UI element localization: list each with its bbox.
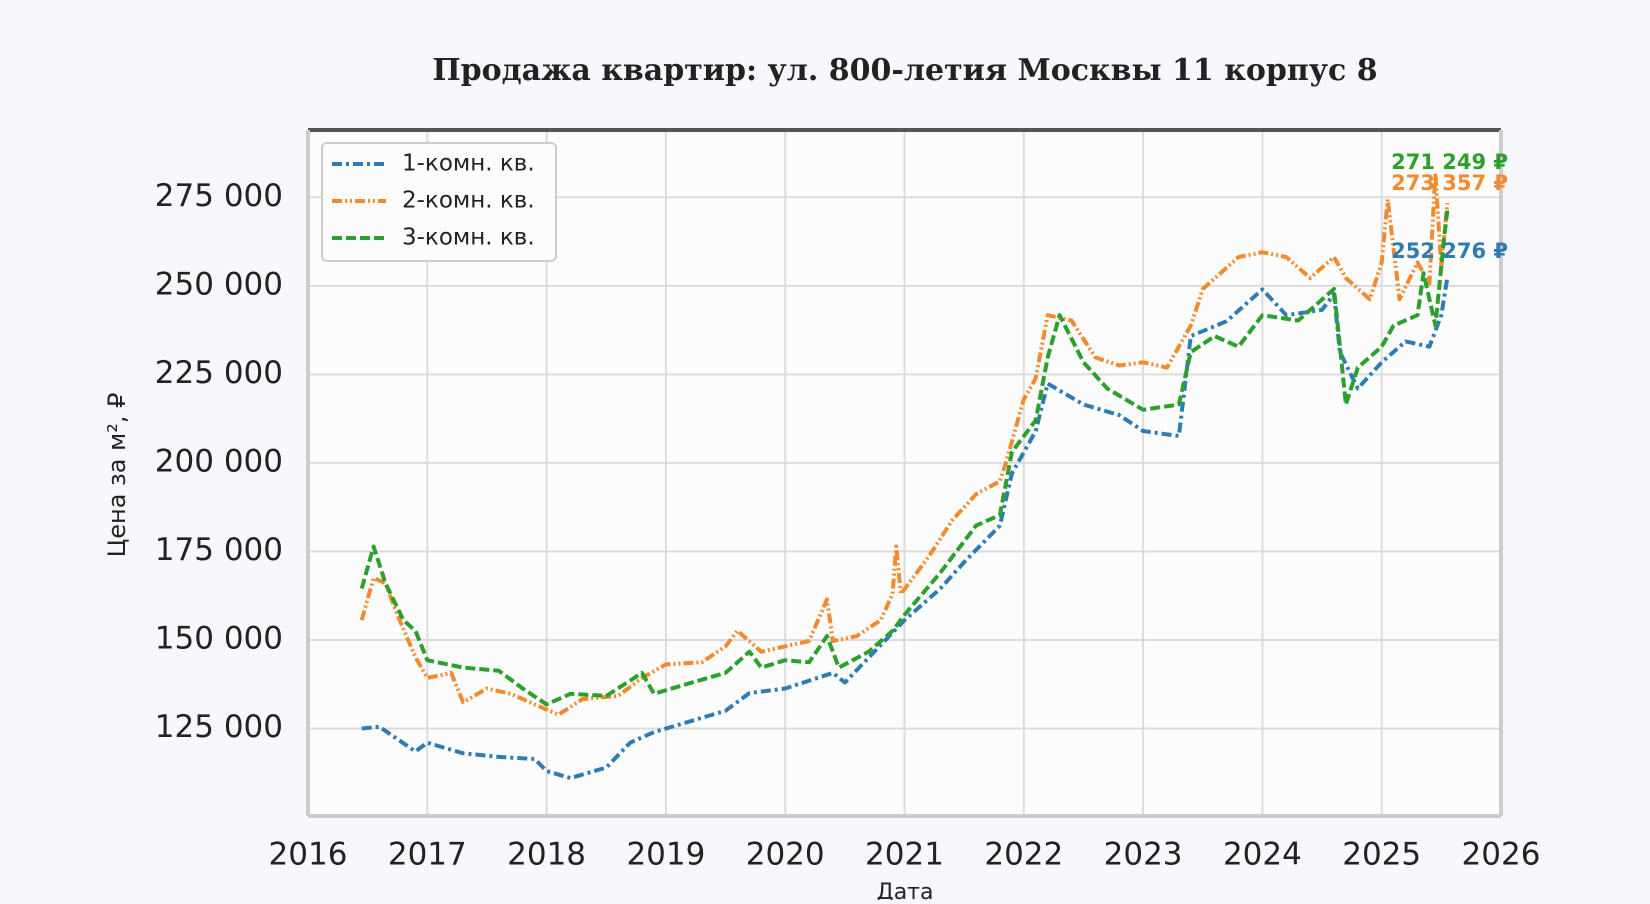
legend: 1-комн. кв. 2-комн. кв. 3-комн. кв. — [321, 142, 557, 262]
x-tick-label: 2021 — [865, 837, 944, 873]
y-tick-label: 175 000 — [155, 532, 283, 568]
x-tick-label: 2023 — [1104, 837, 1183, 873]
end-label: 271 249 ₽ — [1391, 150, 1508, 174]
y-tick-label: 150 000 — [155, 620, 283, 656]
x-tick-label: 2016 — [269, 837, 348, 873]
x-tick-label: 2022 — [984, 837, 1063, 873]
x-tick-label: 2017 — [388, 837, 467, 873]
x-tick-label: 2019 — [626, 837, 705, 873]
line-series — [359, 171, 1450, 717]
y-axis-label: Цена за м², ₽ — [103, 393, 131, 558]
x-axis-label: Дата — [877, 880, 934, 900]
line-series — [359, 210, 1450, 707]
legend-box — [321, 142, 557, 262]
y-tick-label: 125 000 — [155, 709, 283, 745]
chart-title: Продажа квартир: ул. 800-летия Москвы 11… — [432, 53, 1377, 88]
y-tick-label: 250 000 — [155, 266, 283, 302]
x-tick-label: 2020 — [746, 837, 825, 873]
x-tick-label: 2018 — [507, 837, 586, 873]
y-tick-label: 275 000 — [155, 178, 283, 214]
legend-label: 2-комн. кв. — [402, 188, 535, 214]
legend-label: 3-комн. кв. — [402, 225, 535, 251]
x-tick-label: 2026 — [1462, 837, 1541, 873]
y-tick-label: 225 000 — [155, 355, 283, 391]
end-label: 273 357 ₽ — [1391, 171, 1508, 195]
x-tick-label: 2024 — [1223, 837, 1302, 873]
legend-label: 1-комн. кв. — [402, 151, 535, 177]
end-label: 252 276 ₽ — [1391, 239, 1508, 263]
y-tick-label: 200 000 — [155, 443, 283, 479]
x-tick-label: 2025 — [1342, 837, 1421, 873]
